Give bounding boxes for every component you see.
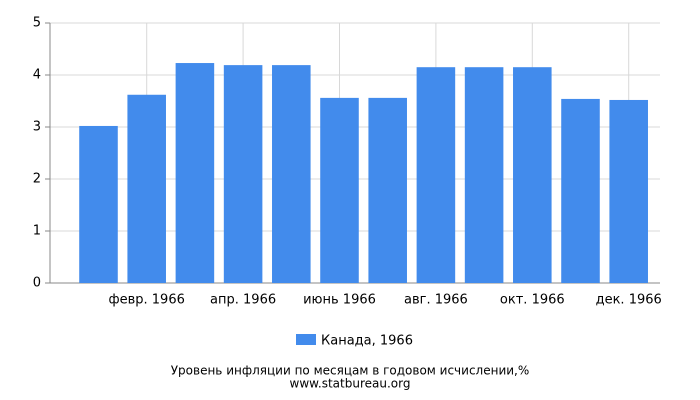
x-axis-title: Уровень инфляции по месяцам в годовом ис… [171, 364, 530, 378]
y-tick-label: 4 [33, 68, 41, 83]
bar [416, 67, 456, 283]
bar [561, 98, 600, 283]
y-tick-label: 3 [33, 120, 41, 135]
x-tick-label: авг. 1966 [404, 293, 468, 308]
y-tick-label: 5 [33, 16, 41, 31]
bar [368, 97, 407, 283]
bar [79, 125, 118, 284]
x-tick-label: июнь 1966 [303, 293, 376, 308]
bar [272, 65, 311, 284]
bar [609, 99, 648, 284]
legend-swatch [296, 334, 316, 345]
x-tick-label: февр. 1966 [109, 293, 185, 308]
bar [513, 67, 552, 283]
x-tick-label: дек. 1966 [596, 293, 662, 308]
bar [320, 97, 359, 283]
x-tick-label: апр. 1966 [210, 293, 276, 308]
y-tick-label: 2 [33, 172, 41, 187]
bar [175, 63, 215, 283]
y-tick-label: 1 [33, 224, 41, 239]
bar [464, 67, 504, 283]
x-tick-label: окт. 1966 [500, 293, 565, 308]
bar [127, 94, 166, 283]
bar [223, 65, 263, 284]
source: www.statbureau.org [290, 377, 411, 391]
legend-label: Канада, 1966 [321, 334, 413, 349]
y-tick-label: 0 [33, 276, 41, 291]
